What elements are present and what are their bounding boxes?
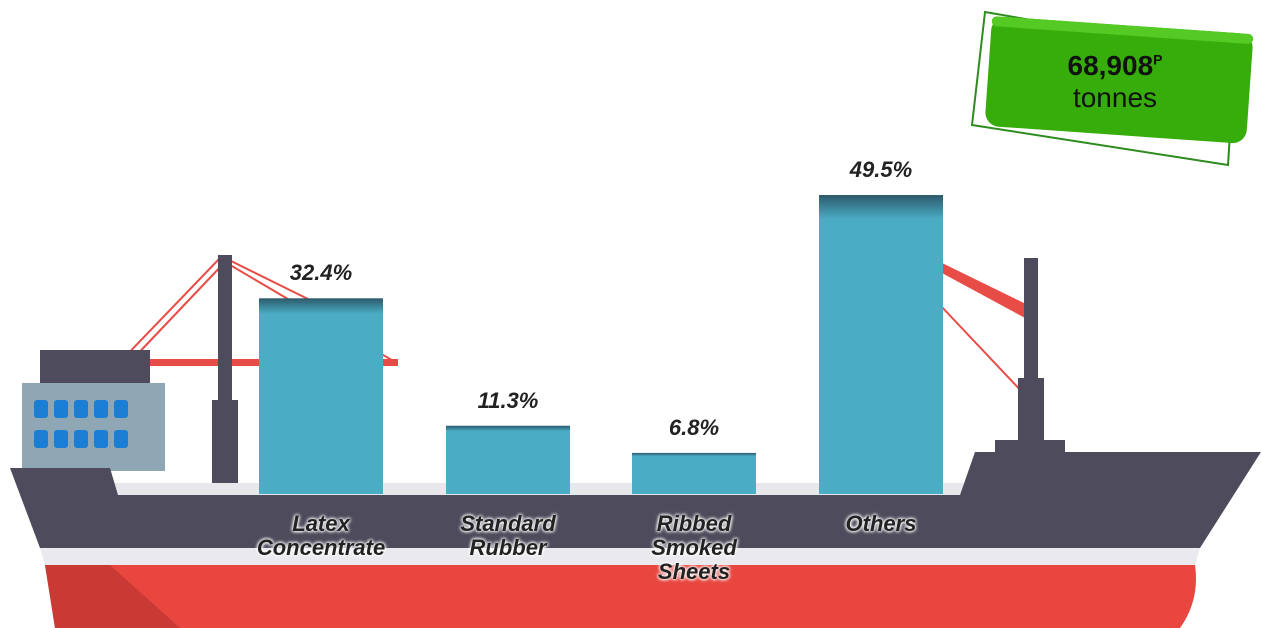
bar — [819, 195, 943, 494]
total-value: 68,908 — [1067, 50, 1154, 82]
category-label: Others — [845, 511, 917, 536]
total-superscript: P — [1153, 52, 1163, 68]
bar — [632, 452, 756, 494]
bar — [446, 425, 570, 494]
value-label: 11.3% — [477, 387, 539, 413]
total-unit: tonnes — [1072, 82, 1158, 114]
total-badge: 68,908P tonnes — [1040, 44, 1190, 114]
value-label: 49.5% — [849, 157, 913, 183]
category-label: Standard Rubber — [460, 511, 556, 560]
category-label: Latex Concentrate — [256, 511, 386, 560]
value-label: 32.4% — [289, 260, 353, 286]
value-label: 6.8% — [668, 414, 720, 440]
bar — [259, 298, 383, 494]
category-label: Ribbed Smoked Sheets — [651, 511, 737, 584]
